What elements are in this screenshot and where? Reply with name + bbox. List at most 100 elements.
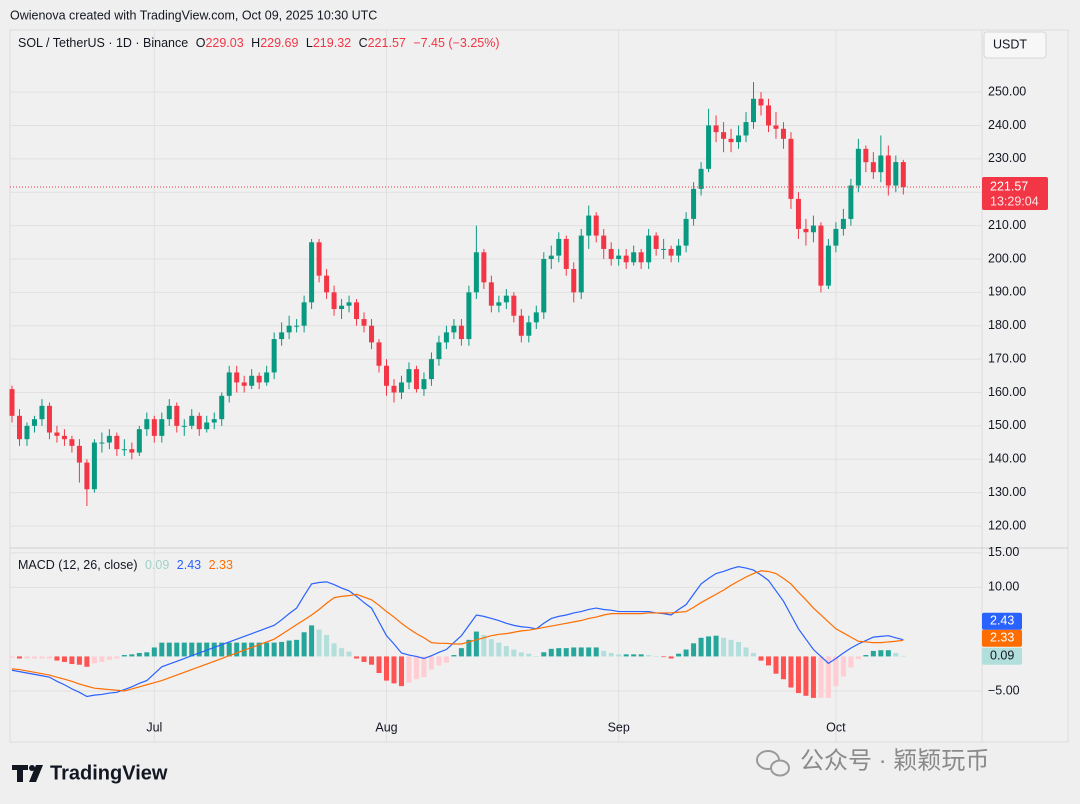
histogram-bar bbox=[773, 656, 779, 674]
histogram-bar bbox=[458, 648, 464, 657]
histogram-bar bbox=[99, 656, 105, 662]
symbol-title: SOL / TetherUS · 1D · Binance bbox=[18, 36, 188, 50]
candle-body bbox=[773, 125, 779, 129]
histogram-bar bbox=[713, 635, 719, 657]
candle-body bbox=[676, 245, 682, 256]
y-tick-label: 170.00 bbox=[988, 351, 1026, 365]
histogram-bar bbox=[264, 642, 270, 657]
wechat-icon-2 bbox=[770, 759, 790, 777]
histogram-bar bbox=[159, 642, 165, 657]
candle-body bbox=[421, 379, 427, 390]
y-tick-label: 15.00 bbox=[988, 545, 1019, 559]
y-tick-label: 160.00 bbox=[988, 385, 1026, 399]
candle-body bbox=[503, 295, 509, 303]
y-tick-label: 150.00 bbox=[988, 418, 1026, 432]
histogram-bar bbox=[638, 654, 644, 657]
candle-body bbox=[736, 135, 742, 143]
histogram-bar bbox=[751, 652, 757, 657]
candle-body bbox=[106, 435, 112, 443]
chart-frame bbox=[9, 29, 1069, 743]
candle-body bbox=[818, 225, 824, 286]
currency-button[interactable] bbox=[983, 31, 1047, 59]
candle-body bbox=[286, 325, 292, 333]
histogram-bar bbox=[309, 625, 315, 657]
histogram-bar bbox=[833, 656, 839, 687]
histogram-bar bbox=[234, 642, 240, 657]
histogram-bar bbox=[398, 656, 404, 687]
y-tick-label: 210.00 bbox=[988, 218, 1026, 232]
histogram-bar bbox=[870, 650, 876, 657]
candle-body bbox=[309, 242, 315, 303]
candle-body bbox=[840, 218, 846, 229]
x-tick-label: Jul bbox=[146, 720, 162, 734]
candle-body bbox=[369, 325, 375, 343]
candle-body bbox=[855, 148, 861, 186]
candle-body bbox=[384, 365, 389, 386]
candle-body bbox=[204, 422, 210, 430]
histogram-bar bbox=[593, 647, 599, 657]
histogram-bar bbox=[466, 639, 472, 657]
change-value: −7.45 (−3.25%) bbox=[413, 36, 499, 50]
signal-value-box bbox=[982, 629, 1022, 647]
histogram-bar bbox=[339, 648, 345, 657]
candle-body bbox=[556, 238, 562, 256]
histogram-bar bbox=[571, 647, 577, 657]
histogram-bar bbox=[204, 642, 210, 657]
x-tick-label: Aug bbox=[375, 720, 397, 734]
candle-body bbox=[825, 245, 831, 286]
histogram-bar bbox=[144, 652, 150, 657]
histogram-bar bbox=[384, 656, 389, 681]
candle-body bbox=[16, 415, 22, 440]
candle-body bbox=[870, 162, 876, 173]
histogram-bar bbox=[616, 654, 622, 657]
candle-body bbox=[331, 292, 337, 310]
watermark: 公众号 · 颖颖玩币 bbox=[756, 747, 989, 777]
histogram-bar bbox=[129, 654, 135, 657]
candle-body bbox=[810, 225, 816, 233]
candle-body bbox=[743, 122, 749, 136]
histogram-bar bbox=[369, 656, 375, 665]
candle-body bbox=[46, 405, 52, 433]
candle-body bbox=[728, 138, 734, 143]
candle-body bbox=[803, 228, 809, 233]
candle-body bbox=[691, 188, 697, 219]
histogram-bar bbox=[346, 651, 352, 657]
candle-body bbox=[121, 449, 127, 451]
candle-body bbox=[181, 425, 187, 427]
candle-body bbox=[638, 252, 644, 263]
histogram-bar bbox=[16, 656, 22, 659]
histogram-bar bbox=[473, 631, 479, 657]
logo-mark bbox=[12, 765, 28, 782]
histogram-bar bbox=[736, 641, 742, 657]
y-tick-label: 10.00 bbox=[988, 580, 1019, 594]
histogram-bar bbox=[226, 642, 232, 657]
currency-label[interactable]: USDT bbox=[993, 37, 1027, 51]
candle-body bbox=[721, 132, 727, 139]
candle-body bbox=[398, 382, 404, 393]
candle-body bbox=[863, 148, 869, 163]
candle-body bbox=[601, 235, 607, 249]
candle-body bbox=[271, 339, 277, 373]
histogram-bar bbox=[189, 642, 195, 657]
y-tick-label: 130.00 bbox=[988, 485, 1026, 499]
candle-body bbox=[443, 332, 449, 343]
histogram-bar bbox=[31, 656, 37, 659]
histogram-bar bbox=[106, 656, 112, 660]
signal-value-label: 2.33 bbox=[990, 631, 1014, 645]
watermark-text: 公众号 · 颖颖玩币 bbox=[800, 747, 989, 774]
candle-body bbox=[488, 282, 494, 306]
candle-body bbox=[24, 425, 30, 440]
histogram-bar bbox=[443, 656, 449, 663]
histogram-bar bbox=[354, 656, 360, 659]
y-tick-label: 190.00 bbox=[988, 285, 1026, 299]
histogram-bar bbox=[646, 655, 652, 657]
candle-body bbox=[466, 292, 472, 340]
candle-body bbox=[264, 372, 270, 383]
histogram-bar bbox=[683, 649, 689, 657]
histogram-bar bbox=[541, 652, 547, 657]
candle-body bbox=[219, 395, 225, 420]
brand-name: TradingView bbox=[50, 762, 168, 784]
histogram-bar bbox=[9, 656, 15, 658]
histogram-bar bbox=[69, 656, 75, 665]
candle-body bbox=[646, 235, 652, 263]
